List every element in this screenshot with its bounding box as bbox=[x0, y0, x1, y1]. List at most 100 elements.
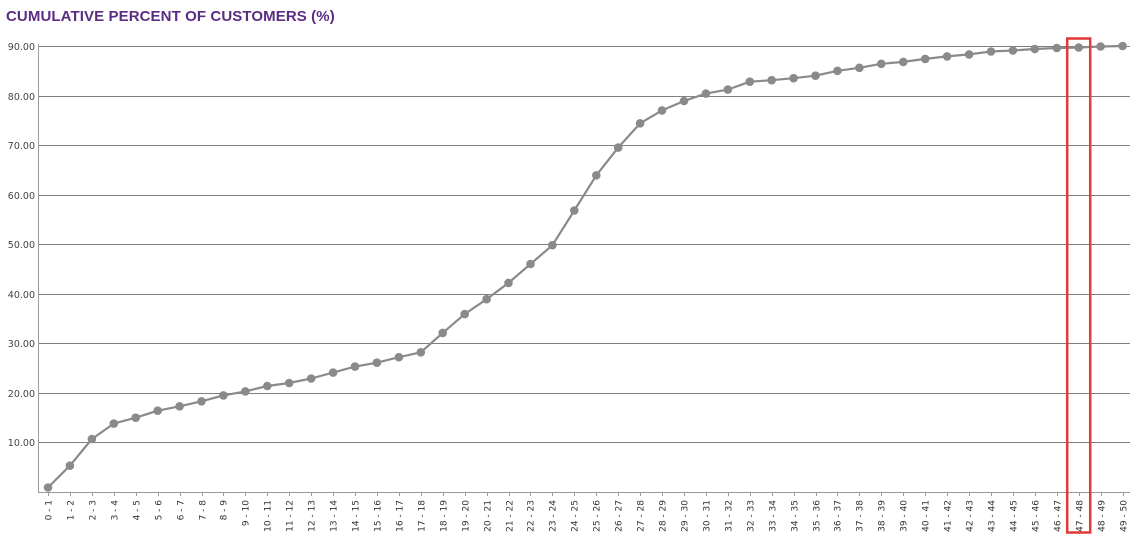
data-point bbox=[877, 59, 886, 69]
data-point bbox=[372, 358, 382, 368]
data-point bbox=[745, 77, 755, 86]
x-tick-label: 18 - 19 bbox=[440, 500, 450, 532]
data-point bbox=[526, 259, 535, 269]
data-point bbox=[1074, 43, 1083, 52]
x-tick-label: 35 - 36 bbox=[813, 500, 823, 532]
x-tick-label: 28 - 29 bbox=[659, 500, 669, 532]
x-tick-label: 2 - 3 bbox=[89, 500, 99, 520]
x-tick-label: 24 - 25 bbox=[571, 500, 581, 532]
x-tick-label: 42 - 43 bbox=[966, 500, 976, 532]
data-point bbox=[789, 73, 798, 83]
data-point bbox=[767, 75, 776, 85]
data-point bbox=[1118, 41, 1127, 51]
y-tick-label: 60.00 bbox=[8, 191, 35, 202]
x-tick-label: 6 - 7 bbox=[177, 500, 187, 520]
x-tick-label: 5 - 6 bbox=[155, 500, 165, 521]
x-tick-label: 16 - 17 bbox=[396, 500, 406, 532]
data-point bbox=[657, 106, 667, 115]
x-tick-label: 19 - 20 bbox=[462, 500, 472, 532]
y-tick-label: 70.00 bbox=[8, 141, 35, 152]
data-point bbox=[1008, 46, 1018, 55]
x-tick-label: 37 - 38 bbox=[856, 500, 866, 532]
data-point bbox=[328, 368, 338, 377]
x-tick-label: 22 - 23 bbox=[527, 500, 537, 532]
data-point bbox=[263, 381, 272, 391]
x-tick-label: 8 - 9 bbox=[220, 500, 230, 521]
x-tick-label: 21 - 22 bbox=[506, 500, 516, 532]
x-tick-label: 34 - 35 bbox=[791, 500, 801, 532]
x-tick-label: 3 - 4 bbox=[111, 500, 121, 521]
x-tick-label: 0 - 1 bbox=[45, 500, 55, 520]
data-point bbox=[942, 52, 952, 61]
data-point bbox=[592, 171, 601, 180]
x-tick-label: 49 - 50 bbox=[1120, 500, 1130, 532]
data-point bbox=[153, 406, 162, 416]
data-point bbox=[350, 362, 360, 371]
data-point bbox=[219, 391, 228, 400]
x-tick-label: 20 - 21 bbox=[484, 500, 494, 532]
x-tick-label: 4 - 5 bbox=[133, 500, 143, 520]
data-point bbox=[416, 348, 426, 357]
x-tick-label: 46 - 47 bbox=[1054, 500, 1064, 532]
data-point bbox=[175, 402, 184, 411]
data-point bbox=[394, 352, 404, 362]
y-tick-label: 10.00 bbox=[8, 438, 35, 449]
x-tick-label: 45 - 46 bbox=[1032, 500, 1042, 532]
x-tick-label: 27 - 28 bbox=[637, 500, 647, 532]
x-tick-label: 40 - 41 bbox=[922, 500, 932, 532]
data-point bbox=[548, 240, 557, 250]
x-tick-label: 39 - 40 bbox=[900, 500, 910, 532]
y-tick-label: 40.00 bbox=[8, 290, 35, 301]
x-tick-label: 11 - 12 bbox=[286, 500, 296, 532]
y-tick-label: 90.00 bbox=[8, 42, 35, 53]
x-tick-label: 12 - 13 bbox=[308, 500, 318, 532]
x-tick-label: 23 - 24 bbox=[549, 500, 559, 532]
x-tick-label: 1 - 2 bbox=[67, 500, 77, 520]
data-point bbox=[241, 387, 250, 396]
data-point bbox=[964, 50, 974, 59]
y-tick-label: 30.00 bbox=[8, 339, 35, 350]
data-point bbox=[43, 483, 53, 492]
x-tick-label: 41 - 42 bbox=[944, 500, 954, 532]
highlight-box bbox=[1065, 37, 1092, 534]
y-tick-label: 80.00 bbox=[8, 92, 35, 103]
y-tick-label: 20.00 bbox=[8, 389, 35, 400]
data-point bbox=[920, 54, 930, 64]
x-tick-label: 47 - 48 bbox=[1076, 500, 1086, 532]
data-point bbox=[438, 328, 448, 338]
series-line bbox=[47, 44, 1123, 489]
x-tick-label: 17 - 18 bbox=[418, 500, 428, 532]
data-point bbox=[460, 309, 470, 319]
data-point bbox=[306, 374, 316, 383]
data-point bbox=[504, 278, 513, 288]
x-tick-label: 29 - 30 bbox=[681, 500, 691, 532]
data-point bbox=[131, 413, 140, 423]
data-point bbox=[899, 57, 908, 67]
x-tick-label: 33 - 34 bbox=[769, 500, 779, 532]
y-tick-label: 50.00 bbox=[8, 240, 35, 251]
x-tick-label: 25 - 26 bbox=[593, 500, 603, 532]
x-tick-label: 9 - 10 bbox=[242, 500, 252, 526]
data-point bbox=[197, 397, 206, 406]
data-point bbox=[811, 71, 820, 80]
data-point bbox=[833, 66, 842, 76]
data-point bbox=[284, 378, 294, 388]
x-tick-label: 48 - 49 bbox=[1098, 500, 1108, 532]
x-tick-label: 44 - 45 bbox=[1010, 500, 1020, 532]
x-tick-label: 36 - 37 bbox=[834, 500, 844, 532]
data-point bbox=[986, 47, 996, 56]
x-tick-label: 26 - 27 bbox=[615, 500, 625, 532]
x-tick-label: 32 - 33 bbox=[747, 500, 757, 532]
x-tick-label: 30 - 31 bbox=[703, 500, 713, 532]
data-point bbox=[613, 143, 623, 152]
data-point bbox=[1096, 42, 1105, 51]
data-point bbox=[701, 89, 711, 98]
x-tick-label: 10 - 11 bbox=[264, 500, 274, 532]
data-point bbox=[1052, 43, 1062, 53]
x-tick-label: 43 - 44 bbox=[988, 500, 998, 532]
data-point bbox=[723, 85, 733, 94]
data-point bbox=[570, 206, 579, 215]
x-tick-label: 15 - 16 bbox=[374, 500, 384, 532]
chart-title: CUMULATIVE PERCENT OF CUSTOMERS (%) bbox=[6, 8, 335, 25]
